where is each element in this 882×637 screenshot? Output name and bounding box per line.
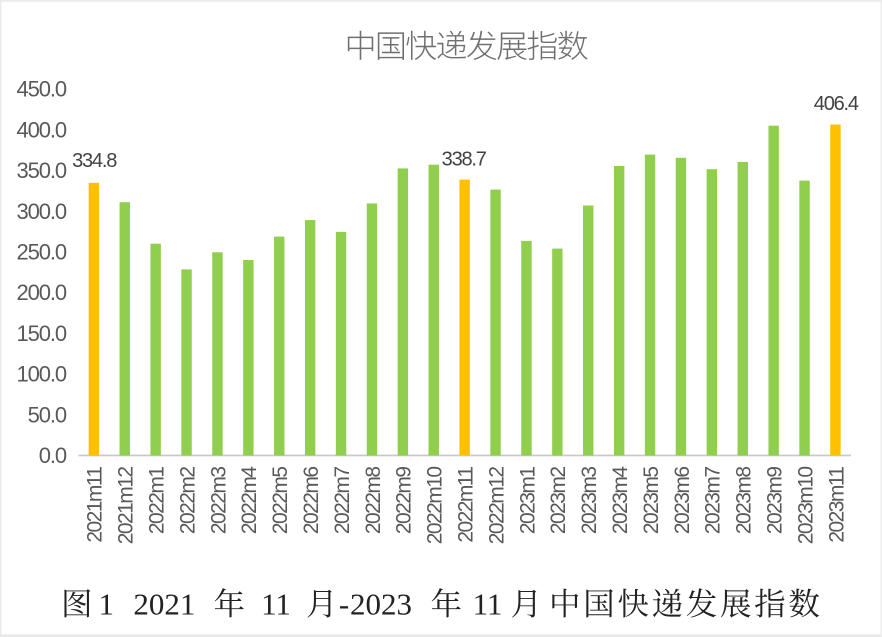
svg-text:2022m4: 2022m4 [238, 466, 261, 534]
svg-text:100.0: 100.0 [16, 362, 66, 387]
svg-text:2023: 2023 [350, 587, 412, 622]
svg-text:11: 11 [473, 587, 503, 622]
svg-text:2023m9: 2023m9 [763, 467, 786, 534]
svg-text:2021m12: 2021m12 [115, 467, 138, 545]
svg-text:450.0: 450.0 [16, 77, 66, 102]
svg-text:2022m11: 2022m11 [454, 467, 477, 543]
svg-text:2023m1: 2023m1 [516, 467, 539, 534]
svg-text:2022m2: 2022m2 [176, 467, 199, 534]
svg-text:2023m8: 2023m8 [733, 467, 756, 534]
svg-text:2022m7: 2022m7 [331, 467, 354, 534]
svg-text:350.0: 350.0 [16, 158, 66, 183]
svg-text:2022m9: 2022m9 [393, 467, 416, 534]
svg-text:338.7: 338.7 [442, 148, 487, 170]
svg-text:2023m2: 2023m2 [547, 467, 570, 534]
svg-text:2023m6: 2023m6 [671, 467, 694, 534]
svg-text:400.0: 400.0 [16, 117, 66, 142]
svg-text:-: - [339, 587, 349, 622]
svg-text:2021: 2021 [133, 587, 195, 622]
svg-text:2022m5: 2022m5 [269, 467, 292, 534]
svg-text:2023m5: 2023m5 [640, 467, 663, 534]
svg-text:2023m11: 2023m11 [825, 467, 848, 543]
svg-text:2023m4: 2023m4 [609, 466, 632, 534]
svg-text:2022m6: 2022m6 [300, 467, 323, 534]
svg-text:2022m1: 2022m1 [145, 467, 168, 534]
svg-text:250.0: 250.0 [16, 240, 66, 265]
svg-text:150.0: 150.0 [16, 321, 66, 346]
svg-text:2023m3: 2023m3 [578, 467, 601, 534]
svg-text:2021m11: 2021m11 [84, 467, 107, 543]
svg-text:2023m10: 2023m10 [794, 467, 817, 545]
svg-text:11: 11 [261, 587, 291, 622]
svg-text:1: 1 [99, 587, 115, 622]
svg-text:2022m3: 2022m3 [207, 467, 230, 534]
svg-text:0.0: 0.0 [39, 443, 67, 468]
svg-text:2022m8: 2022m8 [362, 467, 385, 534]
svg-text:406.4: 406.4 [814, 93, 859, 115]
svg-text:2022m10: 2022m10 [424, 467, 447, 545]
svg-text:200.0: 200.0 [16, 280, 66, 305]
svg-text:2022m12: 2022m12 [485, 467, 508, 545]
svg-text:50.0: 50.0 [28, 402, 67, 427]
svg-text:300.0: 300.0 [16, 199, 66, 224]
svg-text:334.8: 334.8 [72, 150, 117, 172]
svg-text:2023m7: 2023m7 [702, 467, 725, 534]
